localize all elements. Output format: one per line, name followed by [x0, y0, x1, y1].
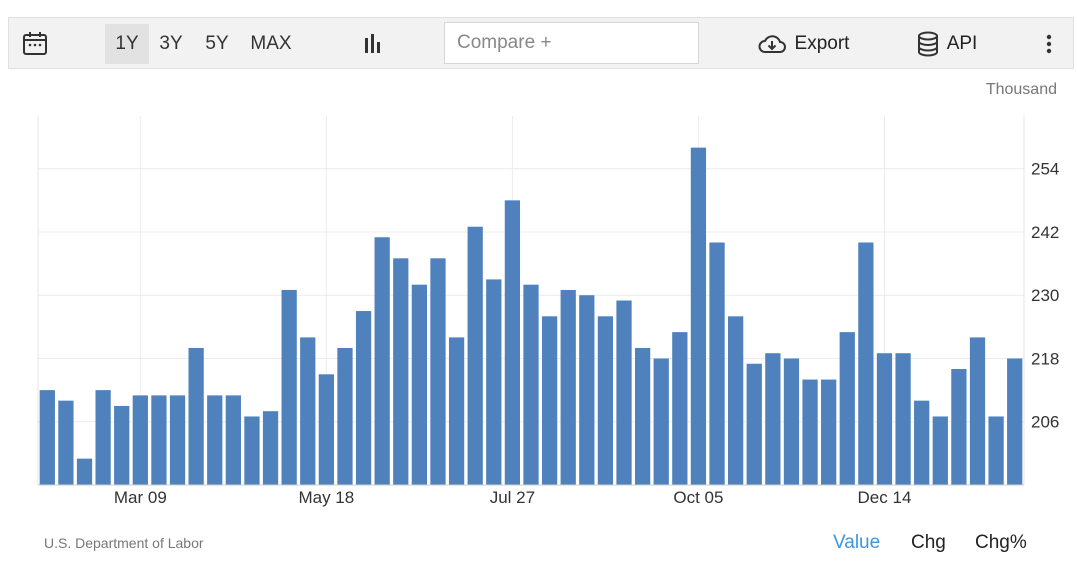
- bar: [467, 226, 483, 485]
- bar: [225, 395, 241, 485]
- bar: [207, 395, 223, 485]
- bar: [39, 390, 55, 485]
- range-3y-button[interactable]: 3Y: [159, 33, 183, 54]
- bar: [988, 416, 1004, 485]
- bar: [802, 379, 818, 485]
- bar: [914, 400, 930, 485]
- bar: [597, 316, 614, 485]
- bar: [634, 347, 651, 485]
- bar: [169, 395, 186, 485]
- bar: [151, 395, 167, 485]
- bar: [895, 353, 911, 485]
- bar: [58, 400, 74, 485]
- x-tick-label: Dec 14: [858, 488, 912, 507]
- bar: [448, 337, 465, 485]
- calendar-icon[interactable]: [21, 30, 49, 58]
- bar-chart-icon[interactable]: [359, 30, 387, 58]
- y-tick-label: 254: [1031, 160, 1059, 179]
- y-tick-label: 242: [1031, 223, 1059, 242]
- y-tick-label: 206: [1031, 413, 1059, 432]
- api-label: API: [946, 33, 978, 54]
- y-tick-label: 230: [1031, 286, 1059, 305]
- bar: [76, 458, 93, 485]
- x-tick-label: May 18: [298, 488, 354, 507]
- bar: [337, 347, 353, 485]
- bar: [486, 279, 502, 485]
- bar: [430, 258, 446, 485]
- export-label: Export: [794, 33, 850, 54]
- bar: [876, 353, 893, 485]
- bar: [672, 332, 688, 485]
- unit-label: Thousand: [985, 81, 1057, 98]
- vertical-dots-icon[interactable]: [1037, 30, 1061, 58]
- cloud-download-icon: [758, 35, 786, 53]
- bar: [839, 332, 855, 485]
- compare-input[interactable]: Compare +: [444, 22, 699, 64]
- chart-toolbar: 1Y 3Y 5Y MAX Compare + Export API: [8, 17, 1074, 69]
- bar: [653, 358, 669, 485]
- bar: [765, 353, 781, 485]
- bar: [132, 395, 148, 485]
- view-tab-chg[interactable]: Chg: [911, 532, 946, 553]
- view-tab-chg-pct[interactable]: Chg%: [975, 532, 1027, 553]
- bar: [579, 295, 595, 485]
- bar: [541, 316, 558, 485]
- bar: [188, 347, 204, 485]
- bar: [858, 242, 874, 485]
- bar: [1007, 358, 1023, 485]
- bar: [411, 284, 428, 485]
- bar: [95, 390, 111, 485]
- x-tick-label: Oct 05: [673, 488, 723, 507]
- range-5y-button[interactable]: 5Y: [205, 33, 229, 54]
- bar: [374, 237, 390, 485]
- y-tick-label: 218: [1031, 349, 1059, 368]
- bar: [969, 337, 986, 485]
- export-button[interactable]: Export: [753, 24, 853, 64]
- bar: [709, 242, 725, 485]
- database-icon: [917, 31, 938, 57]
- bar: [393, 258, 409, 485]
- x-tick-label: Mar 09: [114, 488, 167, 507]
- bar: [318, 374, 334, 485]
- bar: [616, 300, 632, 485]
- bar: [281, 289, 297, 485]
- bar: [932, 416, 948, 485]
- bar: [504, 200, 521, 486]
- view-tab-value[interactable]: Value: [833, 532, 881, 553]
- bar: [783, 358, 800, 485]
- x-tick-label: Jul 27: [490, 488, 535, 507]
- bar: [244, 416, 260, 485]
- bar: [690, 147, 707, 485]
- bar: [300, 337, 316, 485]
- bar: [951, 369, 967, 485]
- bar: [262, 411, 279, 485]
- bar: [728, 316, 744, 485]
- bar: [523, 284, 539, 485]
- bar: [746, 363, 762, 485]
- range-1y-button[interactable]: 1Y: [105, 24, 149, 64]
- bar: [114, 405, 130, 485]
- source-label: U.S. Department of Labor: [44, 535, 204, 551]
- api-button[interactable]: API: [911, 24, 983, 64]
- bar: [355, 311, 372, 485]
- bar: [560, 289, 576, 485]
- range-max-button[interactable]: MAX: [250, 33, 292, 54]
- bar: [821, 379, 837, 485]
